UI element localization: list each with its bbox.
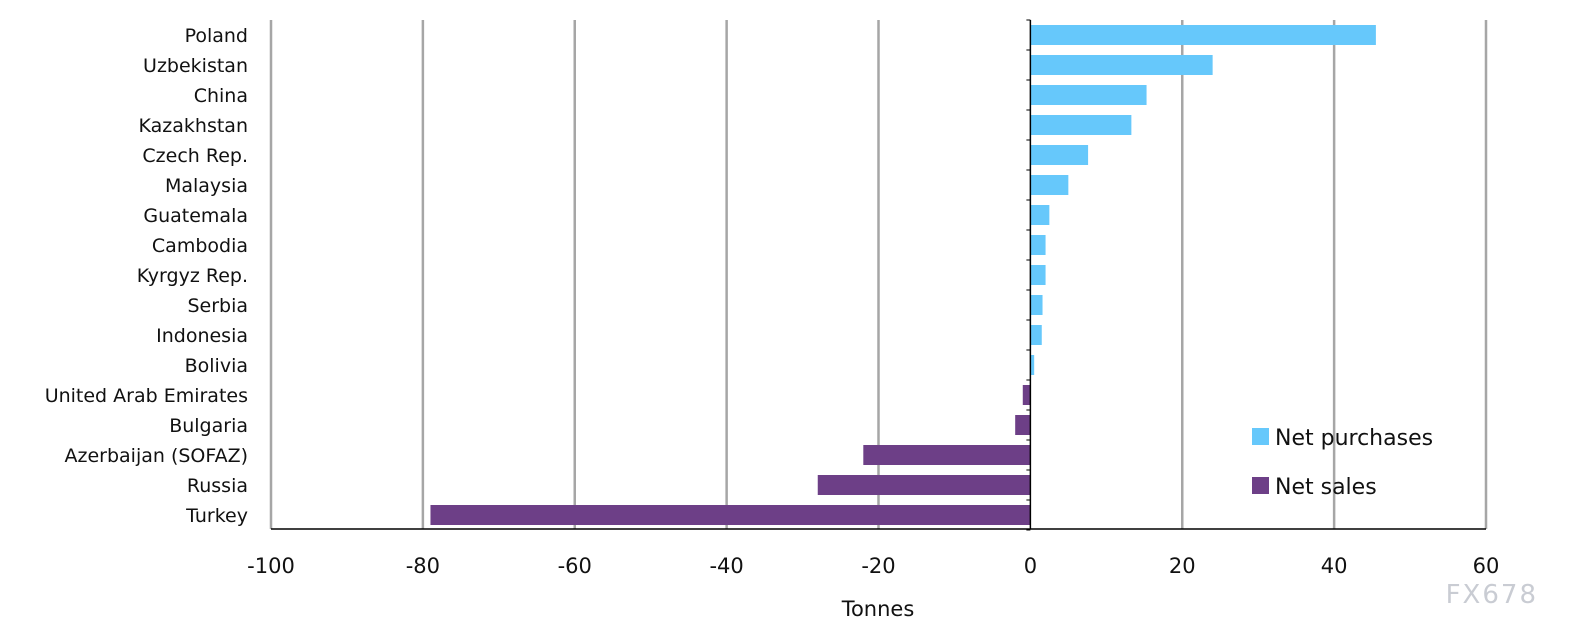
x-tick-label: -80 [406, 554, 440, 578]
category-label-uzbekistan: Uzbekistan [143, 55, 248, 77]
bar-russia [817, 475, 1031, 495]
bar-cambodia [1030, 235, 1046, 255]
bar-azerbaijan-sofaz [863, 445, 1031, 465]
category-label-bulgaria: Bulgaria [169, 415, 248, 437]
tick-labels: -100 -80 -60 -40 -20 0 20 40 60 [247, 554, 1499, 578]
bar-bolivia [1030, 355, 1035, 375]
x-tick-label: -60 [558, 554, 592, 578]
bar-serbia [1030, 295, 1043, 315]
bar-turkey [430, 505, 1031, 525]
category-label-malaysia: Malaysia [165, 175, 248, 197]
bar-malaysia [1030, 175, 1069, 195]
category-label-czech-rep: Czech Rep. [142, 145, 248, 167]
bar-indonesia [1030, 325, 1042, 345]
bar-czech-rep [1030, 145, 1089, 165]
category-label-china: China [194, 85, 248, 107]
category-label-serbia: Serbia [187, 295, 248, 317]
bar-poland [1030, 25, 1376, 45]
bar-guatemala [1030, 205, 1050, 225]
x-tick-label: 40 [1321, 554, 1348, 578]
category-label-azerbaijan-sofaz: Azerbaijan (SOFAZ) [65, 445, 249, 467]
category-label-poland: Poland [185, 25, 248, 47]
legend-label-net-purchases: Net purchases [1275, 426, 1433, 451]
bar-uzbekistan [1030, 55, 1213, 75]
x-tick-label: -20 [861, 554, 895, 578]
category-label-bolivia: Bolivia [185, 355, 248, 377]
legend: Net purchases Net sales [1252, 426, 1433, 500]
x-tick-label: 60 [1473, 554, 1500, 578]
bar-united-arab-emirates [1022, 385, 1031, 405]
legend-swatch-net-sales [1252, 477, 1269, 494]
legend-label-net-sales: Net sales [1275, 475, 1377, 500]
bar-kyrgyz-rep [1030, 265, 1046, 285]
category-labels: Poland Uzbekistan China Kazakhstan Czech Rep… [45, 25, 248, 527]
category-label-kyrgyz-rep: Kyrgyz Rep. [137, 265, 248, 287]
x-tick-label: -100 [247, 554, 295, 578]
axes [271, 19, 1486, 531]
category-label-turkey: Turkey [185, 505, 248, 527]
bar-kazakhstan [1030, 115, 1132, 135]
x-axis-title: Tonnes [841, 597, 915, 621]
category-label-kazakhstan: Kazakhstan [139, 115, 248, 137]
category-label-indonesia: Indonesia [156, 325, 248, 347]
x-tick-label: 0 [1024, 554, 1037, 578]
bar-bulgaria [1015, 415, 1031, 435]
category-label-united-arab-emirates: United Arab Emirates [45, 385, 248, 407]
gridlines [269, 20, 1488, 529]
watermark: FX678 [1446, 580, 1538, 610]
x-tick-label: 20 [1169, 554, 1196, 578]
category-label-guatemala: Guatemala [143, 205, 248, 227]
category-label-cambodia: Cambodia [152, 235, 248, 257]
x-tick-label: -40 [709, 554, 743, 578]
category-label-russia: Russia [187, 475, 248, 497]
bar-china [1030, 85, 1147, 105]
bars [430, 25, 1376, 525]
legend-swatch-net-purchases [1252, 428, 1269, 445]
